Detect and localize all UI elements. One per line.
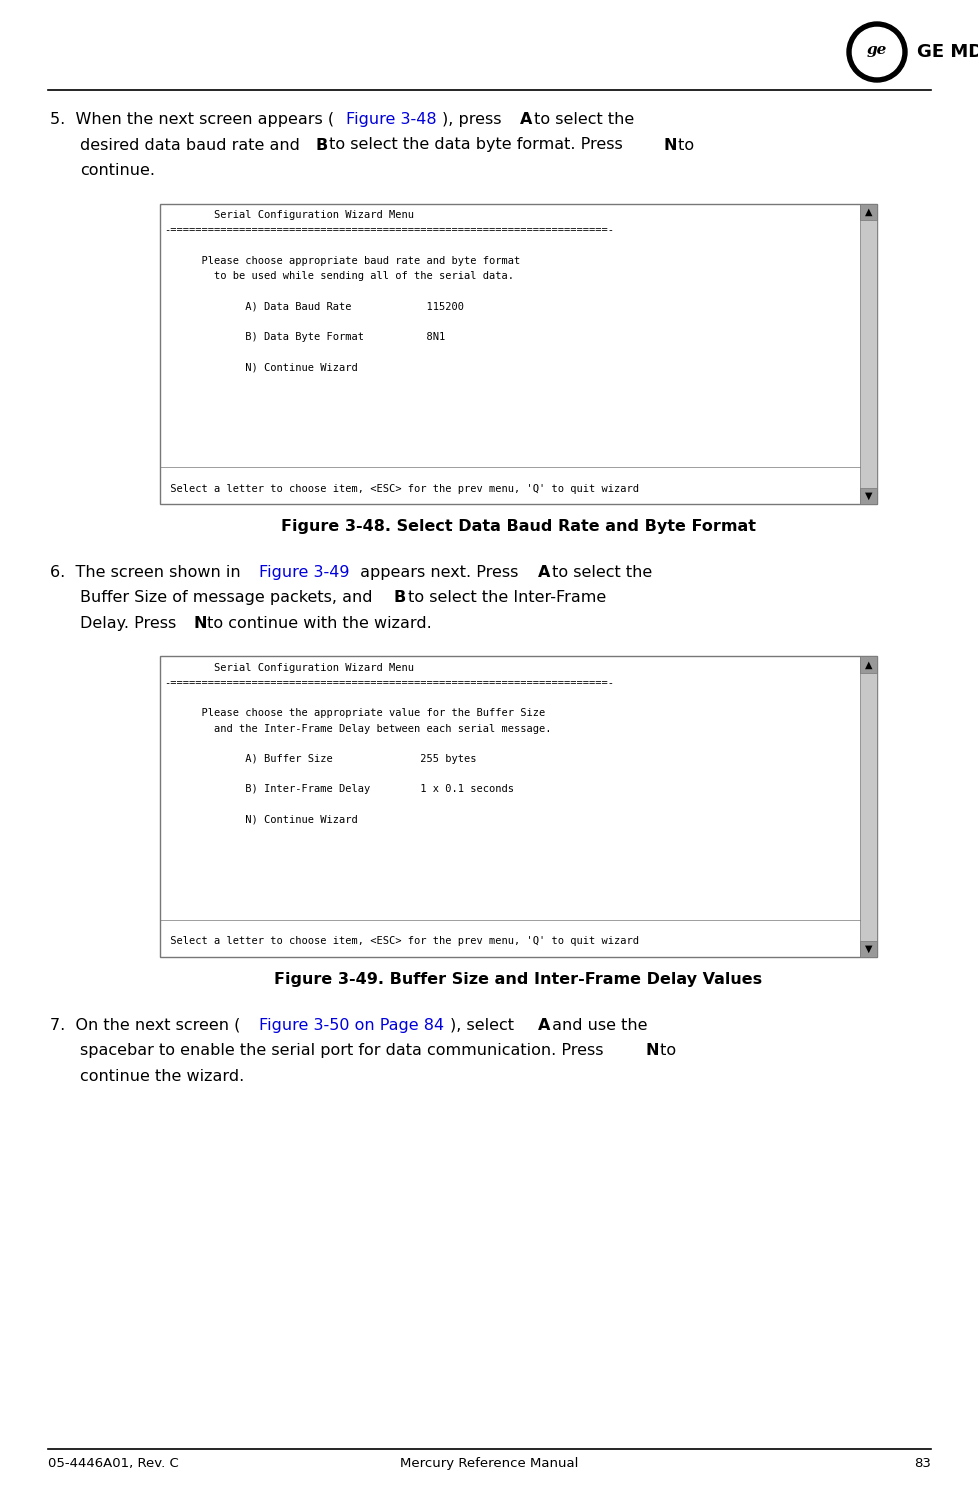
Circle shape [846, 23, 906, 83]
Text: to select the data byte format. Press: to select the data byte format. Press [324, 138, 628, 153]
Text: Figure 3-50 on Page 84: Figure 3-50 on Page 84 [258, 1018, 444, 1033]
Text: Buffer Size of message packets, and: Buffer Size of message packets, and [80, 590, 378, 605]
Bar [159, 204, 876, 504]
Text: to: to [672, 138, 693, 153]
Text: Serial Configuration Wizard Menu: Serial Configuration Wizard Menu [164, 663, 414, 672]
Text: desired data baud rate and: desired data baud rate and [80, 138, 305, 153]
Text: 7.  On the next screen (: 7. On the next screen ( [50, 1018, 241, 1033]
Text: continue.: continue. [80, 164, 155, 179]
Text: 83: 83 [913, 1457, 930, 1469]
Text: ▼: ▼ [865, 944, 871, 953]
Text: to: to [654, 1043, 676, 1058]
Text: A: A [537, 564, 550, 579]
Text: Figure 3-49. Buffer Size and Inter-Frame Delay Values: Figure 3-49. Buffer Size and Inter-Frame… [274, 973, 762, 988]
Text: GE MDS: GE MDS [916, 44, 978, 62]
Bar [860, 204, 876, 504]
Text: and use the: and use the [546, 1018, 646, 1033]
Text: A: A [519, 113, 532, 128]
Text: appears next. Press: appears next. Press [354, 564, 522, 579]
Text: Serial Configuration Wizard Menu: Serial Configuration Wizard Menu [164, 210, 414, 221]
Text: ), press: ), press [441, 113, 506, 128]
Text: ▼: ▼ [865, 491, 871, 501]
Text: ▲: ▲ [865, 207, 871, 216]
Text: B: B [315, 138, 327, 153]
Bar [860, 488, 876, 504]
Text: -======================================================================-: -=======================================… [164, 678, 613, 687]
Bar [159, 656, 876, 958]
Text: ge: ge [866, 44, 886, 57]
Text: N: N [645, 1043, 658, 1058]
Text: N) Continue Wizard: N) Continue Wizard [164, 362, 357, 372]
Text: to continue with the wizard.: to continue with the wizard. [202, 615, 431, 630]
Text: Figure 3-48. Select Data Baud Rate and Byte Format: Figure 3-48. Select Data Baud Rate and B… [281, 519, 755, 534]
Text: to select the: to select the [529, 113, 634, 128]
Text: to select the Inter-Frame: to select the Inter-Frame [402, 590, 605, 605]
Text: A) Data Baud Rate            115200: A) Data Baud Rate 115200 [164, 302, 464, 311]
Text: -======================================================================-: -=======================================… [164, 225, 613, 236]
Text: Figure 3-49: Figure 3-49 [258, 564, 349, 579]
Text: to select the: to select the [546, 564, 651, 579]
Text: B) Inter-Frame Delay        1 x 0.1 seconds: B) Inter-Frame Delay 1 x 0.1 seconds [164, 785, 513, 794]
Text: B) Data Byte Format          8N1: B) Data Byte Format 8N1 [164, 332, 445, 342]
Bar [860, 656, 876, 672]
Bar [860, 941, 876, 958]
Text: Select a letter to choose item, <ESC> for the prev menu, 'Q' to quit wizard: Select a letter to choose item, <ESC> fo… [164, 937, 639, 947]
Text: 5.  When the next screen appears (: 5. When the next screen appears ( [50, 113, 333, 128]
Text: Select a letter to choose item, <ESC> for the prev menu, 'Q' to quit wizard: Select a letter to choose item, <ESC> fo… [164, 483, 639, 494]
Text: ▲: ▲ [865, 659, 871, 669]
Text: 05-4446A01, Rev. C: 05-4446A01, Rev. C [48, 1457, 179, 1469]
Text: continue the wizard.: continue the wizard. [80, 1069, 244, 1084]
Text: Figure 3-48: Figure 3-48 [345, 113, 436, 128]
Text: Mercury Reference Manual: Mercury Reference Manual [400, 1457, 578, 1469]
Text: N: N [193, 615, 206, 630]
Circle shape [852, 27, 901, 77]
Text: N: N [663, 138, 677, 153]
Text: Delay. Press: Delay. Press [80, 615, 181, 630]
Text: A) Buffer Size              255 bytes: A) Buffer Size 255 bytes [164, 754, 476, 764]
Bar [860, 656, 876, 958]
Text: to be used while sending all of the serial data.: to be used while sending all of the seri… [164, 270, 513, 281]
Text: Please choose appropriate baud rate and byte format: Please choose appropriate baud rate and … [164, 255, 519, 266]
Text: 6.  The screen shown in: 6. The screen shown in [50, 564, 245, 579]
Text: N) Continue Wizard: N) Continue Wizard [164, 815, 357, 826]
Text: ), select: ), select [450, 1018, 519, 1033]
Text: Please choose the appropriate value for the Buffer Size: Please choose the appropriate value for … [164, 708, 545, 719]
Text: Invisible place holder: Invisible place holder [80, 647, 199, 656]
Text: A: A [537, 1018, 550, 1033]
Text: and the Inter-Frame Delay between each serial message.: and the Inter-Frame Delay between each s… [164, 723, 551, 734]
Bar [860, 204, 876, 221]
Text: spacebar to enable the serial port for data communication. Press: spacebar to enable the serial port for d… [80, 1043, 608, 1058]
Text: B: B [393, 590, 405, 605]
